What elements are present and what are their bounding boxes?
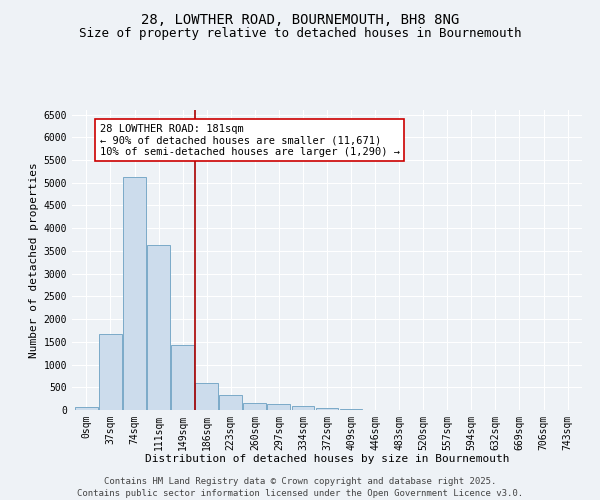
Bar	[147, 246, 170, 410]
Bar	[316, 408, 338, 410]
Text: Size of property relative to detached houses in Bournemouth: Size of property relative to detached ho…	[79, 28, 521, 40]
Bar	[292, 406, 314, 410]
Bar	[195, 382, 218, 410]
Text: 28 LOWTHER ROAD: 181sqm
← 90% of detached houses are smaller (11,671)
10% of sem: 28 LOWTHER ROAD: 181sqm ← 90% of detache…	[100, 124, 400, 157]
X-axis label: Distribution of detached houses by size in Bournemouth: Distribution of detached houses by size …	[145, 454, 509, 464]
Text: Contains HM Land Registry data © Crown copyright and database right 2025.
Contai: Contains HM Land Registry data © Crown c…	[77, 476, 523, 498]
Bar	[268, 404, 290, 410]
Bar	[123, 178, 146, 410]
Y-axis label: Number of detached properties: Number of detached properties	[29, 162, 40, 358]
Bar	[220, 395, 242, 410]
Text: 28, LOWTHER ROAD, BOURNEMOUTH, BH8 8NG: 28, LOWTHER ROAD, BOURNEMOUTH, BH8 8NG	[141, 12, 459, 26]
Bar	[99, 334, 122, 410]
Bar	[244, 403, 266, 410]
Bar	[75, 407, 98, 410]
Bar	[340, 409, 362, 410]
Bar	[171, 345, 194, 410]
